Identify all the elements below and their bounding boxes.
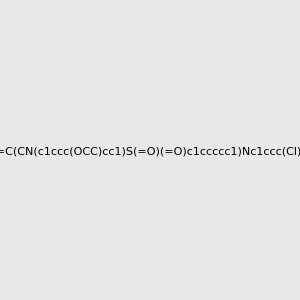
Text: O=C(CN(c1ccc(OCC)cc1)S(=O)(=O)c1ccccc1)Nc1ccc(Cl)cc1: O=C(CN(c1ccc(OCC)cc1)S(=O)(=O)c1ccccc1)N…	[0, 146, 300, 157]
